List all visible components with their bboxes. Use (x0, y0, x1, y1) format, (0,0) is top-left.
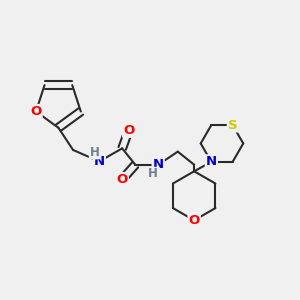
Text: S: S (228, 118, 237, 131)
Text: N: N (206, 155, 217, 168)
Text: O: O (117, 173, 128, 186)
Text: N: N (94, 155, 105, 168)
Text: O: O (30, 105, 42, 118)
Text: O: O (123, 124, 134, 137)
Text: N: N (153, 158, 164, 171)
Text: H: H (148, 167, 158, 180)
Text: H: H (89, 146, 99, 159)
Text: O: O (188, 214, 200, 227)
